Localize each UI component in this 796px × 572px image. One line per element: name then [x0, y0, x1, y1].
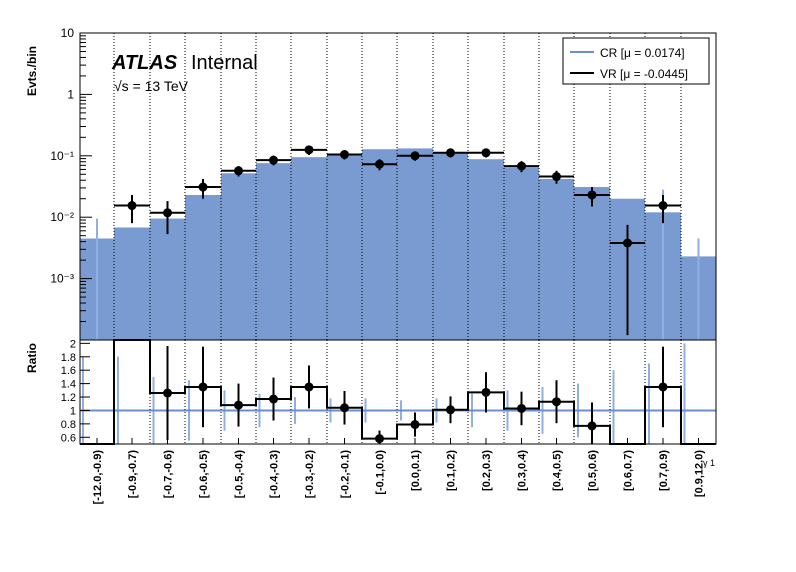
legend-cr-label: CR [μ = 0.0174]	[600, 46, 685, 60]
x-tick-label: [0.2,0.3)	[481, 450, 493, 491]
ratio-y-tick-label: 1.2	[61, 392, 76, 404]
x-tick-label: [0.7,0.9)	[658, 450, 670, 491]
ratio-point	[481, 387, 491, 397]
y-tick-label: 1	[67, 87, 74, 101]
legend-box	[562, 37, 710, 85]
vr-point	[375, 159, 384, 169]
cr-bar	[362, 149, 397, 340]
vr-point	[517, 161, 526, 171]
ratio-y-tick-label: 1.4	[61, 379, 76, 391]
atlas-status-label: Internal	[191, 52, 258, 74]
x-tick-label: [0.3,0.4)	[517, 450, 529, 491]
x-tick-label: [0.9,12.0)	[694, 450, 706, 497]
x-tick-label: [-0.5,-0.4)	[234, 450, 246, 499]
vr-point	[658, 201, 668, 211]
vr-point	[587, 190, 597, 200]
ratio-point	[410, 420, 420, 430]
ratio-point	[304, 382, 314, 392]
ratio-y-tick-label: 1.6	[61, 365, 76, 377]
ratio-step-line	[80, 339, 716, 445]
ratio-point	[234, 400, 243, 410]
ratio-y-tick-label: 0.6	[61, 432, 76, 444]
cr-bar	[256, 163, 291, 340]
ratio-point	[446, 405, 455, 415]
y-tick-label: 10⁻²	[50, 210, 74, 224]
vr-point	[481, 148, 491, 158]
x-tick-label: [-0.1,0.0)	[375, 450, 387, 495]
x-tick-label: [-0.7,-0.6)	[163, 450, 175, 499]
x-tick-label: [-12.0,-0.9)	[92, 450, 104, 505]
x-tick-label: [-0.2,-0.1)	[340, 450, 352, 499]
x-tick-label: [-0.3,-0.2)	[304, 450, 316, 499]
vr-point	[269, 155, 278, 165]
ratio-point	[658, 382, 668, 392]
ratio-y-tick-label: 2	[70, 338, 76, 350]
vr-point	[340, 149, 349, 159]
ratio-point	[340, 403, 349, 413]
x-tick-label: [0.4,0.5)	[552, 450, 564, 491]
ratio-panel: 2 1.81.6 1.41.21 0.80.6 [-12.0,-0.9) [-0.9,-0…	[61, 338, 717, 505]
y-tick-label: 10⁻³	[50, 272, 74, 286]
ratio-point	[269, 394, 278, 404]
main-panel: 10 1 10⁻¹ 10⁻² 10⁻³	[50, 26, 717, 341]
vr-point	[198, 182, 208, 192]
legend: CR [μ = 0.0174] VR [μ = -0.0445]	[562, 37, 710, 85]
ratio-y-tick-label: 1.8	[61, 352, 76, 364]
x-tick-label: [0.1,0.2)	[446, 450, 458, 491]
energy-label: √s = 13 TeV	[114, 78, 189, 94]
y-tick-label: 10⁻¹	[50, 149, 74, 163]
atlas-label: ATLAS	[111, 52, 178, 74]
vr-point	[304, 145, 314, 155]
x-tick-label: [-0.6,-0.5)	[198, 450, 210, 499]
ratio-point	[198, 382, 208, 392]
cr-bar	[327, 154, 362, 340]
x-tick-label: [0.6,0.7)	[623, 450, 635, 491]
x-tick-label: [-0.9,-0.7)	[127, 450, 139, 499]
vr-point	[127, 201, 137, 211]
vr-point	[446, 148, 455, 158]
ratio-frame	[79, 339, 717, 445]
vr-point	[410, 151, 420, 161]
cr-bar	[468, 159, 504, 340]
ratio-point	[163, 388, 172, 398]
cr-bar	[185, 194, 221, 340]
legend-vr-label: VR [μ = -0.0445]	[600, 67, 688, 81]
y-axis-label: Evts./bin	[25, 46, 39, 96]
cr-bar	[539, 178, 574, 340]
vr-point	[623, 238, 632, 248]
cr-bar	[504, 167, 539, 340]
ratio-y-tick-label: 0.8	[61, 419, 76, 431]
ratio-point	[587, 421, 597, 431]
x-axis-label: γ 1	[703, 458, 715, 468]
ratio-point	[517, 403, 526, 413]
y-tick-label: 10	[61, 26, 75, 40]
x-tick-label: [0.5,0.6)	[587, 450, 599, 491]
vr-point	[163, 208, 172, 218]
cr-bar	[433, 153, 468, 340]
cr-bar	[291, 157, 327, 340]
cr-bar	[114, 227, 150, 340]
ratio-y-tick-label: 1	[70, 405, 76, 417]
cr-bar	[397, 148, 433, 340]
x-tick-label: [-0.4,-0.3)	[269, 450, 281, 499]
vr-point	[552, 172, 561, 182]
ratio-axis-label: Ratio	[25, 343, 39, 373]
cr-bar	[221, 173, 256, 340]
ratio-point	[552, 397, 561, 407]
cr-bar	[150, 218, 185, 340]
cr-bar	[574, 187, 610, 340]
vr-point	[234, 166, 243, 176]
x-tick-label: [0.0,0.1)	[410, 450, 422, 491]
